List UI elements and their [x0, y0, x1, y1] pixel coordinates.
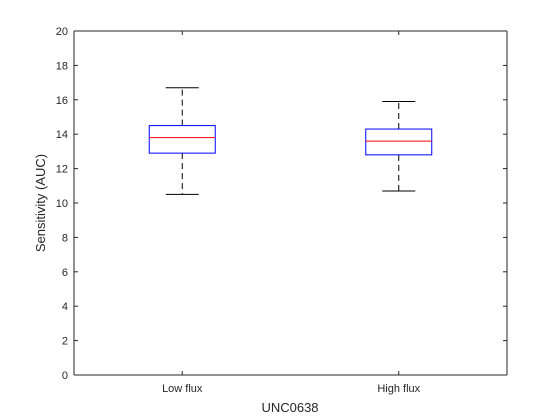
- box-rect: [148, 125, 216, 154]
- box-group: [148, 87, 433, 195]
- box-rect: [365, 128, 433, 156]
- axes: 0 2 4 6 8 10 12 14 16 18 20 Low flux High flux: [56, 26, 508, 395]
- x-tick-label: High flux: [377, 383, 420, 395]
- x-tick-label: Low flux: [162, 383, 203, 395]
- y-tick-label: 16: [56, 95, 68, 107]
- plot-area: [74, 31, 507, 375]
- y-tick-label: 12: [56, 164, 68, 176]
- y-tick-label: 10: [56, 198, 68, 210]
- box-high-flux: [365, 101, 433, 192]
- y-tick-label: 8: [62, 232, 68, 244]
- y-axis-label: Sensitivity (AUC): [33, 154, 48, 252]
- y-tick-label: 20: [56, 26, 68, 38]
- y-tick-label: 4: [62, 301, 68, 313]
- y-tick-label: 18: [56, 60, 68, 72]
- y-tick-label: 2: [62, 336, 68, 348]
- box-low-flux: [148, 87, 216, 195]
- y-tick-label: 0: [62, 370, 68, 382]
- y-tick-label: 14: [56, 129, 68, 141]
- x-axis-label: UNC0638: [261, 400, 318, 415]
- y-tick-label: 6: [62, 267, 68, 279]
